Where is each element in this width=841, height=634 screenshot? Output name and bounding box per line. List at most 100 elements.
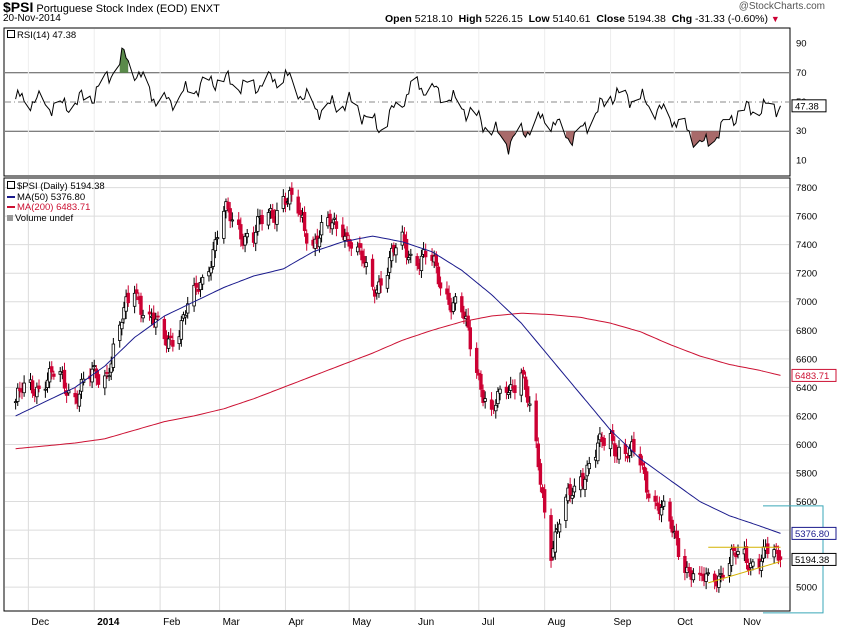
candle-body <box>120 322 124 330</box>
candle-body <box>200 276 205 285</box>
candle-body <box>513 385 517 394</box>
candle-body <box>587 463 591 470</box>
candle-body <box>642 466 647 474</box>
candle-body <box>177 336 181 345</box>
month-tick-label: Feb <box>163 617 181 628</box>
candle-body <box>674 530 679 539</box>
open-label: Open <box>385 13 412 25</box>
candle-body <box>228 208 232 222</box>
candle-body <box>156 315 160 318</box>
candle-body <box>523 376 528 390</box>
candle-body <box>404 238 409 258</box>
candle-body <box>35 386 39 398</box>
month-tick-label: Dec <box>31 617 49 628</box>
rsi-tick-label: 90 <box>796 39 807 50</box>
rsi-tick-label: 30 <box>796 126 807 137</box>
candle-body <box>687 567 691 572</box>
candle-body <box>30 380 35 394</box>
price-tick-label: 7200 <box>796 269 817 280</box>
candle-body <box>661 500 666 507</box>
candle-body <box>625 455 630 459</box>
candle-body <box>572 485 577 493</box>
candle-body <box>239 224 243 240</box>
candle-body <box>122 307 126 320</box>
candle-body <box>360 250 364 261</box>
candle-body <box>317 237 322 248</box>
chg-down-icon: ▼ <box>770 14 780 24</box>
candle-body <box>358 243 362 248</box>
candle-body <box>506 392 511 395</box>
candle-body <box>568 484 572 496</box>
rsi-oversold-fill <box>691 131 719 148</box>
close-tag-text: 5194.38 <box>795 555 829 566</box>
candle-body <box>538 463 543 485</box>
month-tick-label: May <box>352 617 371 628</box>
candle-body <box>171 340 175 347</box>
price-legend: $PSI (Daily) 5194.38 MA(50) 5376.80 MA(2… <box>7 181 105 224</box>
month-tick-label: 2014 <box>97 617 120 628</box>
candle-body <box>772 549 776 558</box>
ma200-line <box>15 312 781 450</box>
candle-body <box>290 187 294 195</box>
price-tick-label: 5000 <box>796 583 817 594</box>
candle-body <box>111 343 116 368</box>
rsi-tick-label: 70 <box>796 68 807 79</box>
candle-body <box>706 572 710 575</box>
candle-body <box>45 379 50 388</box>
candle-body <box>364 262 368 268</box>
price-tick-label: 7800 <box>796 183 817 194</box>
candle-body <box>542 489 547 513</box>
candle-body <box>271 209 275 219</box>
candle-body <box>107 375 111 378</box>
legend-ma200: MA(200) 6483.71 <box>17 202 91 213</box>
rsi-tick-label: 10 <box>796 155 807 166</box>
candle-body <box>13 401 18 404</box>
candle-body <box>479 373 483 390</box>
candle-body <box>498 388 502 394</box>
rsi-legend: RSI(14) 47.38 <box>7 30 76 41</box>
candle-body <box>132 292 137 307</box>
chg-value: -31.33 (-0.60%) <box>695 13 768 25</box>
candle-body <box>105 372 109 374</box>
candle-body <box>453 296 458 304</box>
candle-body <box>394 247 398 256</box>
candle-body <box>103 375 107 389</box>
candle-body <box>474 347 479 373</box>
candle-body <box>18 388 22 392</box>
month-tick-label: Apr <box>288 617 304 628</box>
candle-body <box>332 217 337 220</box>
candle-body <box>766 543 770 555</box>
candle-body <box>62 369 67 389</box>
candle-body <box>778 556 783 560</box>
candle-body <box>736 550 740 555</box>
candle-body <box>610 430 615 442</box>
price-tick-label: 6000 <box>796 440 817 451</box>
candle-body <box>553 531 557 553</box>
candle-body <box>211 249 215 267</box>
candle-body <box>683 555 687 573</box>
candle-body <box>389 247 394 262</box>
candle-body <box>296 196 300 214</box>
candle-body <box>77 393 82 407</box>
candle-body <box>126 292 130 304</box>
month-tick-label: Jul <box>482 617 495 628</box>
legend-square-icon <box>7 181 15 189</box>
legend-square-icon <box>7 30 15 38</box>
candle-body <box>343 235 347 241</box>
rsi-last-value: 47.38 <box>795 101 819 112</box>
open-value: 5218.10 <box>414 13 453 25</box>
candle-body <box>147 311 152 315</box>
candle-body <box>260 215 264 225</box>
candle-body <box>632 438 636 453</box>
ma50-tag-box <box>791 526 837 540</box>
price-panel-frame <box>3 177 791 612</box>
low-value: 5140.61 <box>552 13 591 25</box>
month-tick-label: Mar <box>223 617 241 628</box>
candle-body <box>419 255 424 272</box>
price-tick-label: 5600 <box>796 497 817 508</box>
candle-body <box>162 318 167 340</box>
candle-body <box>355 246 360 253</box>
candle-body <box>328 213 332 226</box>
candle-body <box>519 372 523 396</box>
